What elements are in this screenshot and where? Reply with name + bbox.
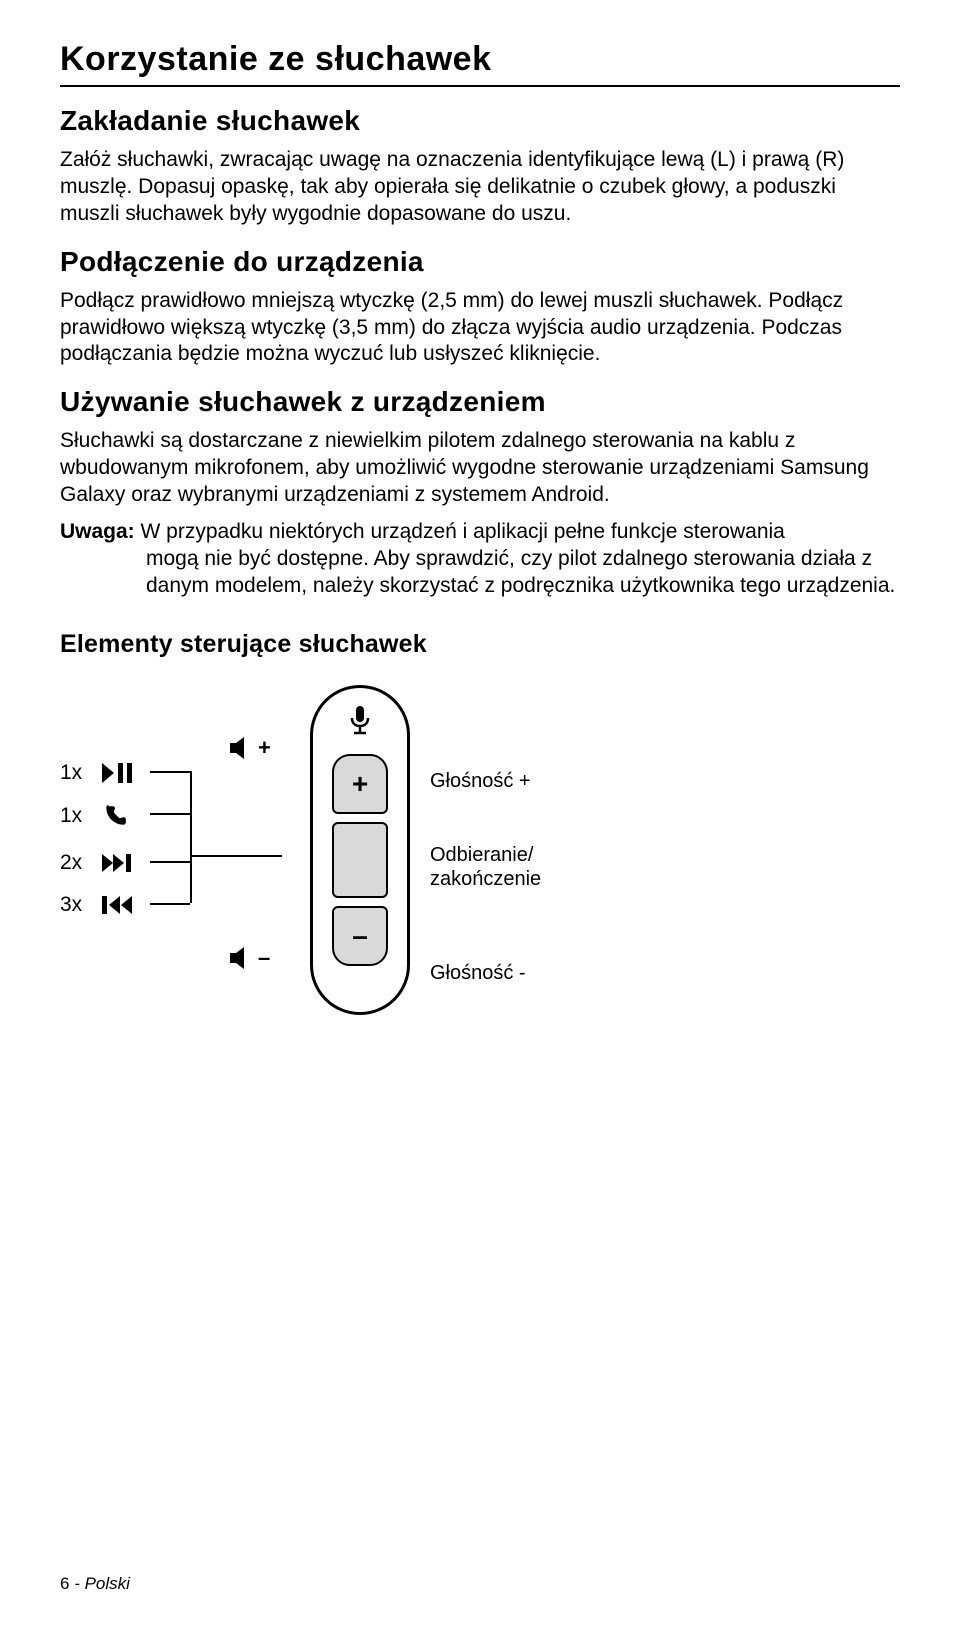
bracket-connector [190,855,282,857]
prev-track-icon [102,896,132,914]
note-rest: mogą nie być dostępne. Aby sprawdzić, cz… [60,546,900,600]
action-count-3: 2x [60,851,92,875]
remote-button-volume-down: – [332,906,388,966]
footer-lang: Polski [85,1574,130,1593]
note-first-line: W przypadku niektórych urządzeń i aplika… [135,520,785,543]
remote-body: + – [310,685,410,1015]
bracket-arm-3 [150,861,190,863]
volume-down-glyph: – [230,945,270,971]
page-footer: 6 - Polski [60,1574,130,1594]
page-title: Korzystanie ze słuchawek [60,40,900,79]
microphone-icon [349,706,371,736]
action-row-playpause: 1x [60,761,134,785]
bracket-arm-2 [150,813,190,815]
next-track-icon [102,854,132,872]
bracket-arm-1 [150,771,190,773]
bracket-vertical [190,771,192,903]
vol-plus-sign: + [258,735,271,761]
action-count-4: 3x [60,893,92,917]
action-count-2: 1x [60,804,92,828]
section-heading-1: Zakładanie słuchawek [60,105,900,137]
label-volume-down: Głośność - [430,961,526,985]
footer-sep: - [69,1574,84,1593]
title-rule [60,85,900,87]
action-row-call: 1x [60,803,128,829]
btn-minus-glyph: – [352,920,368,952]
label-volume-up: Głośność + [430,769,531,793]
section-heading-3: Używanie słuchawek z urządzeniem [60,386,900,418]
note-block: Uwaga: W przypadku niektórych urządzeń i… [60,519,900,600]
phone-icon [102,803,128,829]
section-heading-2: Podłączenie do urządzenia [60,246,900,278]
section-heading-4: Elementy sterujące słuchawek [60,630,900,659]
action-row-prev: 3x [60,893,132,917]
volume-up-glyph: + [230,735,271,761]
btn-plus-glyph: + [352,768,368,800]
action-count-1: 1x [60,761,92,785]
note-label: Uwaga: [60,520,135,543]
label-answer-end: Odbieranie/ zakończenie [430,843,541,891]
remote-button-volume-up: + [332,754,388,814]
controls-diagram: 1x 1x 2x 3x [60,685,900,1065]
action-row-next: 2x [60,851,132,875]
section-3-body: Słuchawki są dostarczane z niewielkim pi… [60,428,900,509]
bracket-arm-4 [150,903,190,905]
vol-minus-sign: – [258,945,270,971]
section-2-body: Podłącz prawidłowo mniejszą wtyczkę (2,5… [60,288,900,369]
section-1-body: Załóż słuchawki, zwracając uwagę na ozna… [60,147,900,228]
play-pause-icon [102,763,134,783]
remote-button-middle [332,822,388,898]
